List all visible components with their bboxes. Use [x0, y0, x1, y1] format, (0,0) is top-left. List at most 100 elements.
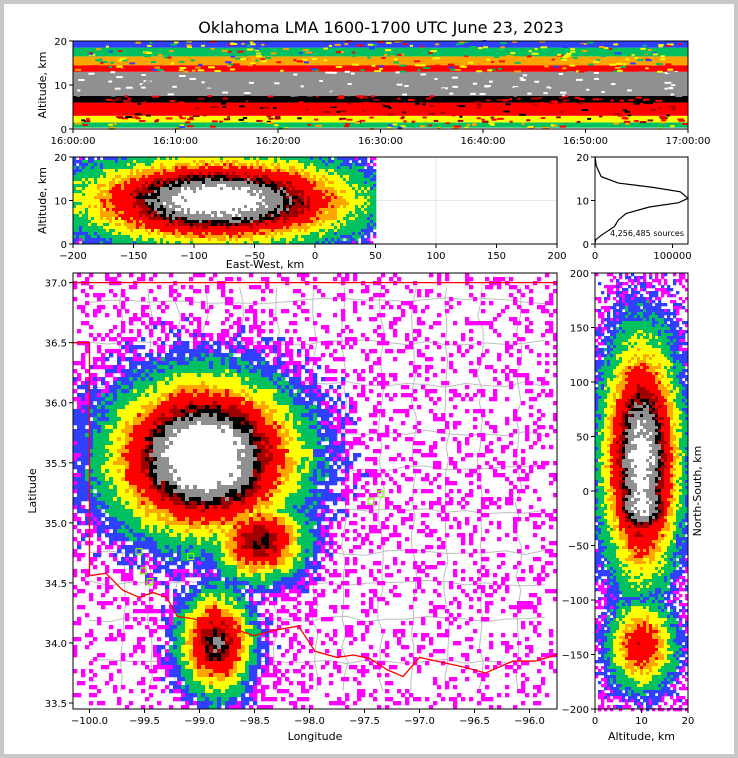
time-height-speckle: [315, 95, 319, 98]
density-cell: [148, 187, 152, 191]
density-cell: [77, 445, 82, 450]
density-cell: [277, 184, 281, 188]
time-height-speckle: [607, 103, 613, 106]
density-cell: [346, 193, 350, 197]
density-cell: [292, 190, 296, 194]
time-height-speckle: [533, 97, 540, 100]
density-cell: [166, 199, 170, 203]
density-cell: [244, 202, 248, 206]
density-cell: [256, 229, 260, 233]
density-cell: [283, 220, 287, 224]
density-cell: [157, 193, 161, 197]
density-cell: [277, 220, 281, 224]
y-tick-label: 10: [54, 197, 67, 208]
density-cell: [271, 181, 275, 185]
density-cell: [88, 214, 92, 218]
density-cell: [190, 175, 194, 179]
density-cell: [190, 217, 194, 221]
density-cell: [211, 232, 215, 236]
density-cell: [337, 217, 341, 221]
density-cell: [319, 190, 323, 194]
density-cell: [101, 461, 106, 466]
density-cell: [229, 184, 233, 188]
density-cell: [137, 469, 142, 474]
density-cell: [355, 196, 359, 200]
density-cell: [89, 477, 94, 482]
time-height-speckle: [350, 72, 355, 75]
density-cell: [217, 238, 221, 242]
density-cell: [265, 217, 269, 221]
density-cell: [73, 172, 77, 176]
density-cell: [109, 525, 114, 530]
density-cell: [334, 175, 338, 179]
time-height-speckle: [381, 104, 385, 107]
density-cell: [352, 217, 356, 221]
density-cell: [298, 226, 302, 230]
density-cell: [121, 637, 126, 642]
density-cell: [349, 232, 353, 236]
density-cell: [89, 441, 94, 446]
density-cell: [280, 187, 284, 191]
density-cell: [109, 449, 114, 454]
density-cell: [310, 166, 314, 170]
density-cell: [175, 178, 179, 182]
density-cell: [346, 205, 350, 209]
density-cell: [268, 226, 272, 230]
density-cell: [367, 241, 371, 245]
density-cell: [124, 208, 128, 212]
density-cell: [199, 241, 203, 245]
density-cell: [211, 241, 215, 245]
density-cell: [93, 425, 98, 430]
density-cell: [358, 199, 362, 203]
density-cell: [184, 184, 188, 188]
density-cell: [319, 172, 323, 176]
density-cell: [196, 223, 200, 227]
density-cell: [283, 208, 287, 212]
density-cell: [307, 238, 311, 242]
density-cell: [358, 229, 362, 233]
density-cell: [334, 184, 338, 188]
density-cell: [85, 187, 89, 191]
density-cell: [137, 361, 142, 366]
density-cell: [142, 157, 146, 161]
density-cell: [121, 369, 126, 374]
density-cell: [137, 329, 142, 334]
density-cell: [301, 211, 305, 215]
density-cell: [205, 235, 209, 239]
time-height-speckle: [526, 55, 532, 58]
time-height-speckle: [386, 126, 392, 129]
time-height-speckle: [611, 83, 616, 86]
time-height-speckle: [604, 47, 609, 50]
density-cell: [77, 377, 82, 382]
density-cell: [280, 241, 284, 245]
density-cell: [292, 169, 296, 173]
density-cell: [232, 211, 236, 215]
density-cell: [352, 214, 356, 218]
density-cell: [88, 163, 92, 167]
x-tick-label: 50: [369, 251, 382, 262]
density-cell: [94, 208, 98, 212]
time-height-speckle: [347, 45, 353, 48]
density-cell: [181, 208, 185, 212]
density-cell: [298, 175, 302, 179]
density-cell: [124, 235, 128, 239]
density-cell: [121, 405, 126, 410]
density-cell: [88, 193, 92, 197]
time-height-speckle: [491, 118, 497, 121]
density-cell: [89, 489, 94, 494]
density-cell: [250, 187, 254, 191]
density-cell: [121, 232, 125, 236]
density-cell: [77, 473, 82, 478]
density-cell: [184, 217, 188, 221]
density-cell: [117, 457, 122, 462]
density-cell: [313, 190, 317, 194]
density-cell: [181, 169, 185, 173]
density-cell: [113, 433, 118, 438]
density-cell: [268, 211, 272, 215]
density-cell: [184, 208, 188, 212]
density-cell: [151, 169, 155, 173]
density-cell: [322, 172, 326, 176]
density-cell: [103, 214, 107, 218]
density-cell: [340, 202, 344, 206]
density-cell: [286, 196, 290, 200]
